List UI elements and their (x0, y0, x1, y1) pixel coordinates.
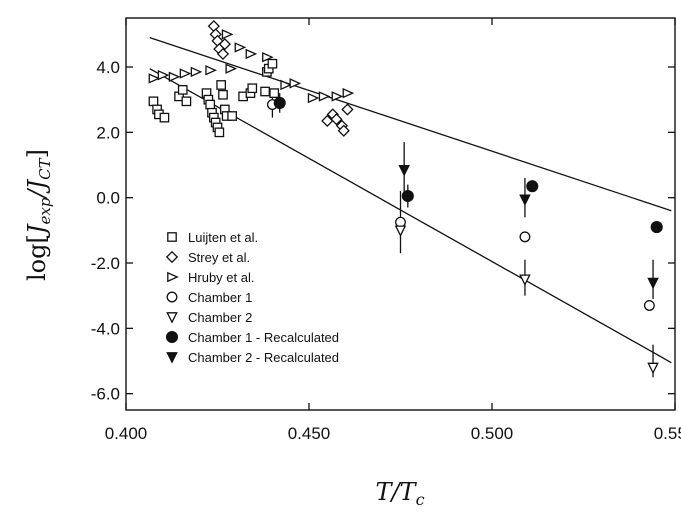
legend-marker-4 (166, 291, 178, 303)
point-s1-6 (177, 85, 188, 95)
point-s2-5 (216, 47, 230, 61)
x-tick-label: 0.450 (288, 424, 331, 443)
point-s6-1 (273, 96, 286, 109)
y-tick-label: 4.0 (96, 58, 120, 77)
legend-marker-5 (166, 312, 178, 324)
point-s1-23 (247, 83, 258, 94)
point-s1-27 (267, 58, 278, 69)
point-s3-1 (148, 73, 161, 84)
point-s3-8 (234, 42, 247, 53)
point-s3-3 (168, 71, 181, 83)
point-s1-24 (260, 86, 270, 97)
y-tick-label: 0.0 (96, 189, 120, 208)
point-s2-6 (218, 38, 231, 51)
point-s6-4 (650, 221, 663, 234)
x-tick-label: 0.400 (105, 424, 148, 443)
point-s6-2 (401, 189, 414, 203)
legend-marker-3 (167, 271, 179, 283)
legend-label-5: Chamber 2 (188, 310, 252, 325)
point-s3-9 (225, 63, 238, 74)
point-s2-11 (337, 124, 350, 137)
y-tick-label: -2.0 (91, 254, 120, 273)
legend: Luijten et al. Strey et al. Hruby et al. Ch… (165, 230, 339, 365)
legend-label-1: Luijten et al. (188, 230, 258, 245)
point-s1-17 (218, 89, 228, 100)
legend-label-6: Chamber 1 - Recalculated (188, 330, 339, 345)
point-s5-1 (394, 225, 407, 237)
point-s2-9 (330, 113, 343, 126)
point-s2-12 (341, 103, 354, 116)
x-axis-label: T/Tc (375, 478, 424, 509)
legend-label-3: Hruby et al. (188, 270, 254, 285)
y-tick-label: -6.0 (91, 385, 120, 404)
point-s3-17 (342, 87, 355, 99)
point-s1-28 (269, 88, 280, 98)
legend-label-2: Strey et al. (188, 250, 250, 265)
point-s5-2 (519, 274, 531, 286)
point-s7-3 (647, 277, 659, 290)
x-tick-label: 0.550 (654, 424, 681, 443)
plot-frame (125, 17, 676, 411)
point-s1-10 (205, 99, 216, 110)
point-s3-15 (318, 91, 331, 102)
point-s1-7 (181, 96, 192, 107)
point-s3-16 (331, 91, 344, 102)
legend-label-4: Chamber 1 (188, 290, 252, 305)
y-tick-label: -4.0 (91, 319, 120, 338)
legend-marker-1 (167, 232, 177, 242)
point-s1-16 (216, 80, 227, 90)
point-s1-20 (227, 111, 237, 121)
point-s3-11 (262, 51, 274, 63)
fit-line-1 (149, 36, 672, 212)
legend-marker-6 (165, 330, 179, 344)
point-s3-13 (289, 78, 302, 89)
point-s3-14 (307, 92, 320, 104)
point-s2-1 (207, 20, 220, 33)
point-s1-15 (214, 127, 225, 138)
point-s3-12 (280, 79, 293, 91)
point-s3-7 (221, 29, 234, 40)
legend-label-7: Chamber 2 - Recalculated (188, 350, 339, 365)
point-s3-2 (157, 69, 170, 81)
y-tick-label: 2.0 (96, 123, 120, 142)
point-s3-10 (245, 48, 258, 60)
point-s5-3 (647, 362, 659, 375)
point-s1-1 (148, 96, 159, 107)
point-s3-5 (190, 66, 203, 78)
legend-marker-2 (165, 250, 179, 264)
point-s3-6 (205, 65, 217, 76)
point-s7-1 (398, 165, 410, 177)
point-s1-4 (159, 112, 170, 123)
legend-marker-7 (166, 352, 178, 364)
point-s6-3 (526, 180, 539, 193)
data-points (148, 20, 663, 375)
point-s4-4 (643, 300, 655, 311)
x-tick-label: 0.500 (471, 424, 514, 443)
point-s7-2 (519, 194, 531, 206)
axis-ticks: 0.400 0.450 0.500 0.550 4.0 2.0 0.0 -2.0 -4.0 -6.… (91, 18, 681, 443)
point-s4-3 (519, 231, 531, 243)
y-axis-label: log[Jexp/JCT] (23, 149, 54, 281)
point-s3-4 (179, 68, 192, 79)
